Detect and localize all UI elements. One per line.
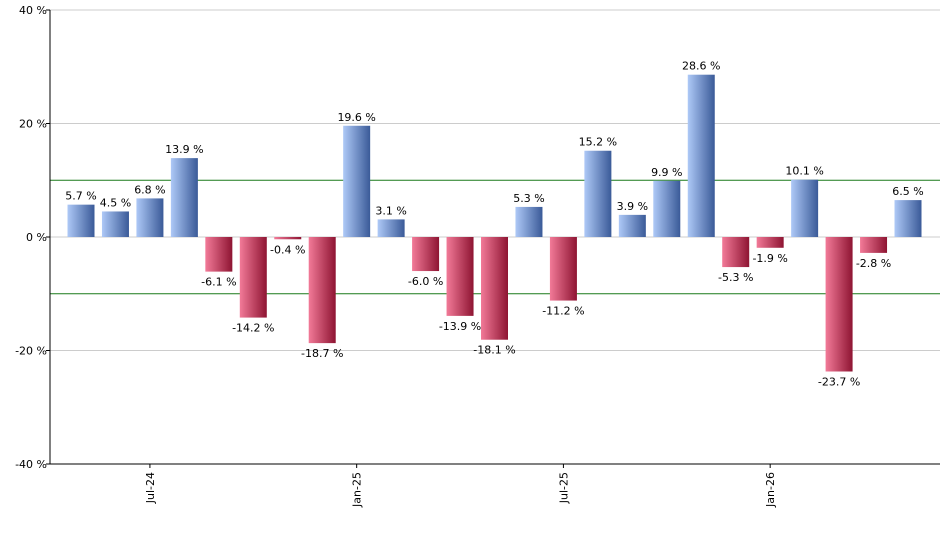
value-label: -1.9 %: [752, 252, 787, 265]
value-label: 5.7 %: [65, 190, 96, 203]
value-label: 4.5 %: [100, 196, 131, 209]
x-tick-label: Jul-25: [557, 472, 570, 504]
bar: [481, 237, 508, 340]
bar: [894, 200, 922, 237]
value-label: 10.1 %: [785, 165, 823, 178]
value-label: 6.8 %: [134, 183, 165, 196]
y-tick-label: -40 %: [15, 458, 47, 471]
value-label: 6.5 %: [892, 185, 923, 198]
value-label: 9.9 %: [651, 166, 682, 179]
bar: [67, 204, 95, 237]
value-label: -6.1 %: [201, 276, 236, 289]
x-tick-label: Jan-26: [764, 472, 777, 508]
value-label: -5.3 %: [718, 271, 753, 284]
value-label: -11.2 %: [542, 305, 584, 318]
y-tick-label: -20 %: [15, 345, 47, 358]
value-label: -14.2 %: [232, 322, 274, 335]
bar: [825, 237, 853, 372]
value-label: 15.2 %: [579, 136, 617, 149]
value-label: -0.4 %: [270, 243, 305, 256]
value-label: -18.7 %: [301, 347, 343, 360]
y-tick-label: 20 %: [19, 118, 47, 131]
bar: [446, 237, 474, 316]
bar: [239, 237, 267, 318]
y-tick-label: 40 %: [19, 4, 47, 17]
value-label: -23.7 %: [818, 375, 860, 388]
value-label: -6.0 %: [408, 275, 443, 288]
value-label: 5.3 %: [513, 192, 544, 205]
value-label: -2.8 %: [856, 257, 891, 270]
bar: [791, 179, 819, 237]
bar: [756, 237, 784, 248]
bar: [308, 237, 336, 344]
bar: [136, 198, 164, 237]
bar: [205, 237, 233, 272]
x-tick-label: Jan-25: [351, 472, 364, 508]
bar: [653, 180, 681, 237]
value-label: 3.9 %: [617, 200, 648, 213]
bar: [860, 237, 888, 253]
bar: [515, 206, 543, 237]
bar: [618, 214, 646, 237]
bar: [687, 74, 715, 237]
value-label: 3.1 %: [375, 204, 406, 217]
bar: [412, 237, 440, 272]
y-tick-label: 0 %: [26, 231, 47, 244]
value-label: -13.9 %: [439, 320, 481, 333]
x-tick-label: Jul-24: [144, 472, 157, 504]
value-label: 13.9 %: [165, 143, 203, 156]
bar: [101, 211, 129, 237]
bar: [549, 237, 577, 301]
value-label: 19.6 %: [337, 111, 375, 124]
value-label: 28.6 %: [682, 60, 720, 73]
bar: [722, 237, 750, 268]
bar: [274, 237, 302, 240]
bar: [377, 219, 405, 237]
value-label: -18.1 %: [473, 344, 515, 357]
bar: [584, 150, 612, 237]
bar: [170, 158, 198, 237]
bar: [343, 125, 371, 237]
